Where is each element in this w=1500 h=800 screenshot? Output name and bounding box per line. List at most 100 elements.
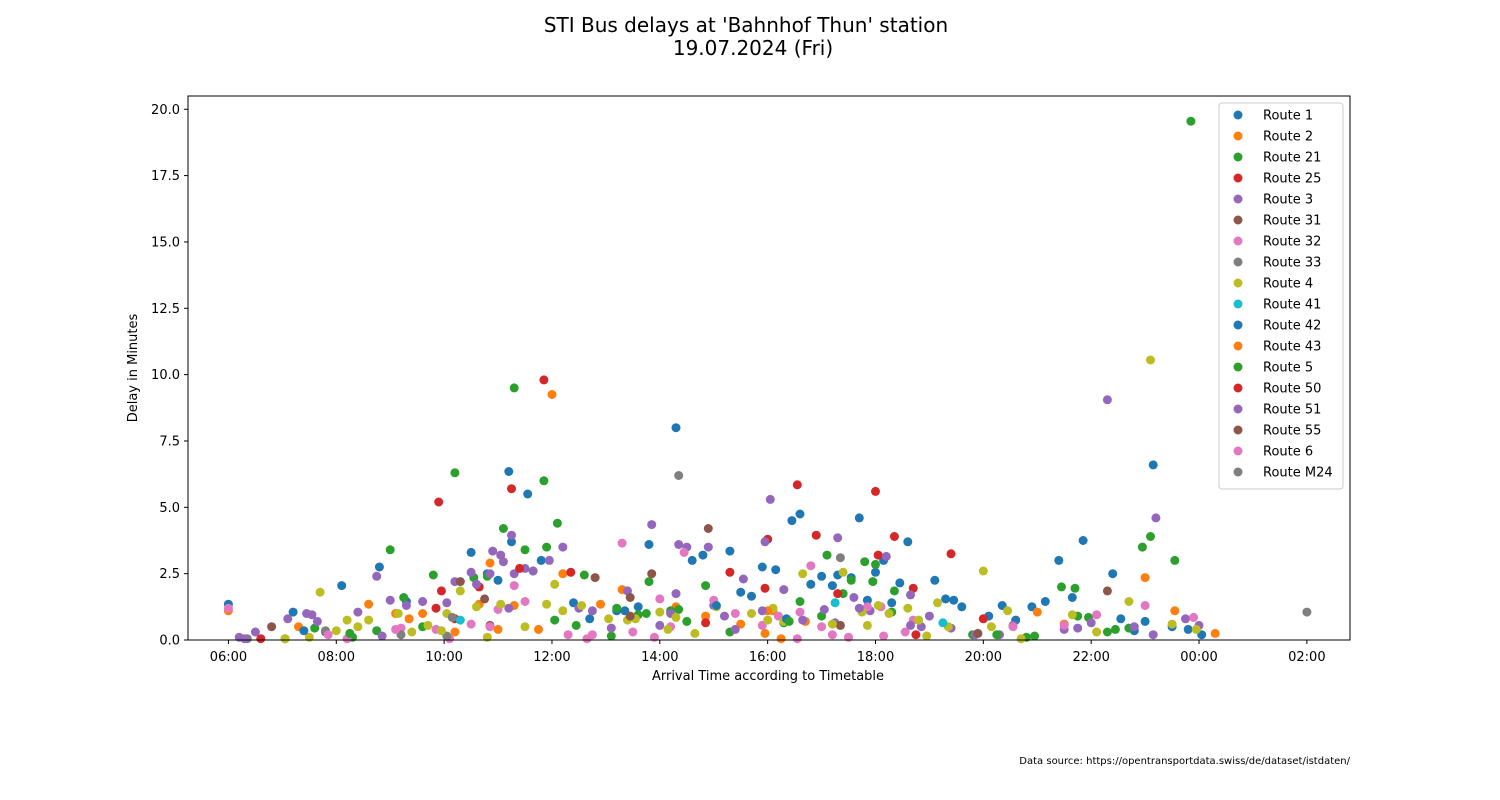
legend-item: Route 43 bbox=[1233, 340, 1321, 355]
data-point bbox=[1067, 610, 1077, 620]
data-point bbox=[795, 509, 805, 519]
data-point bbox=[612, 603, 622, 613]
data-point bbox=[674, 471, 684, 480]
data-point bbox=[698, 550, 708, 560]
data-point bbox=[811, 530, 821, 540]
data-point bbox=[1070, 583, 1080, 593]
data-point bbox=[671, 589, 681, 599]
x-axis-label: Arrival Time according to Timetable bbox=[652, 669, 884, 684]
data-point bbox=[312, 616, 322, 626]
data-point bbox=[644, 577, 654, 587]
data-point bbox=[725, 567, 735, 577]
data-point bbox=[687, 555, 697, 565]
legend-item: Route 5 bbox=[1233, 361, 1313, 376]
x-axis: 06:00 08:00 10:00 12:00 14:00 16:00 18:00 20:00… bbox=[210, 640, 1326, 665]
data-point bbox=[466, 619, 476, 629]
data-point bbox=[542, 542, 552, 552]
data-point bbox=[730, 609, 740, 618]
data-point bbox=[1116, 614, 1126, 624]
data-point bbox=[1092, 627, 1102, 637]
data-point bbox=[345, 628, 355, 638]
x-tick-label: 08:00 bbox=[318, 650, 355, 665]
legend-marker bbox=[1233, 362, 1243, 372]
y-tick-label: 12.5 bbox=[151, 302, 180, 317]
data-point bbox=[436, 626, 446, 636]
data-point bbox=[507, 530, 516, 540]
data-point bbox=[558, 606, 568, 616]
data-point bbox=[493, 624, 503, 634]
legend-label: Route 2 bbox=[1263, 130, 1313, 145]
data-point bbox=[1181, 614, 1190, 624]
data-point bbox=[385, 545, 395, 555]
data-point bbox=[407, 627, 417, 637]
data-point bbox=[701, 581, 711, 591]
y-tick-label: 10.0 bbox=[151, 368, 180, 383]
data-point bbox=[498, 524, 508, 533]
data-point bbox=[738, 574, 748, 584]
data-point bbox=[827, 630, 837, 640]
legend-item: Route 1 bbox=[1233, 109, 1313, 124]
data-point bbox=[493, 575, 503, 585]
data-point bbox=[1151, 513, 1161, 523]
data-point bbox=[1067, 593, 1077, 602]
data-point bbox=[833, 589, 843, 599]
data-point bbox=[655, 620, 665, 630]
data-point bbox=[798, 615, 808, 625]
data-point bbox=[986, 622, 996, 632]
data-point bbox=[536, 555, 546, 565]
y-tick-label: 0.0 bbox=[159, 634, 180, 649]
x-tick-label: 22:00 bbox=[1072, 650, 1109, 665]
y-tick-label: 7.5 bbox=[159, 434, 180, 449]
data-point bbox=[906, 590, 915, 600]
data-point bbox=[760, 583, 770, 593]
data-point bbox=[1210, 628, 1220, 638]
y-tick-label: 17.5 bbox=[151, 169, 180, 184]
data-point bbox=[1183, 624, 1193, 634]
data-point bbox=[679, 547, 689, 557]
data-point bbox=[466, 547, 476, 557]
data-point bbox=[641, 609, 651, 618]
data-point bbox=[539, 476, 549, 486]
data-point bbox=[835, 553, 845, 563]
data-point bbox=[1140, 573, 1150, 583]
data-point bbox=[879, 631, 889, 641]
data-point bbox=[223, 603, 233, 613]
data-point bbox=[604, 614, 614, 624]
data-point bbox=[520, 597, 530, 606]
data-point bbox=[792, 480, 802, 490]
data-point bbox=[647, 569, 657, 579]
legend: Route 1 Route 2 Route 21 Route 25 Route 3 Rou… bbox=[1218, 102, 1344, 490]
data-point bbox=[703, 542, 713, 552]
data-point bbox=[806, 579, 816, 589]
data-point bbox=[1086, 618, 1096, 628]
data-point bbox=[1059, 620, 1069, 630]
data-point bbox=[798, 569, 808, 579]
x-tick-label: 10:00 bbox=[425, 650, 462, 665]
data-point bbox=[763, 615, 773, 625]
data-point bbox=[827, 581, 837, 591]
data-point bbox=[924, 611, 934, 621]
data-point bbox=[889, 586, 899, 596]
data-point bbox=[544, 555, 554, 565]
data-point bbox=[509, 581, 519, 591]
data-point bbox=[582, 634, 592, 644]
data-point bbox=[941, 594, 951, 604]
data-point bbox=[701, 618, 711, 628]
legend-marker bbox=[1233, 194, 1243, 204]
data-point bbox=[862, 620, 872, 630]
legend-item: Route 33 bbox=[1233, 256, 1321, 271]
data-point bbox=[806, 561, 816, 571]
data-point bbox=[1302, 607, 1312, 617]
data-point bbox=[393, 609, 403, 618]
data-point bbox=[900, 627, 910, 637]
chart-subtitle: 19.07.2024 (Fri) bbox=[673, 36, 833, 60]
data-point bbox=[830, 598, 840, 608]
data-point bbox=[1140, 616, 1150, 626]
legend-item: Route 41 bbox=[1233, 298, 1321, 313]
legend-item: Route 31 bbox=[1233, 214, 1321, 229]
data-point bbox=[854, 603, 864, 613]
y-axis-label: Delay in Minutes bbox=[126, 313, 141, 422]
data-point bbox=[835, 620, 845, 630]
data-point bbox=[1054, 555, 1064, 565]
legend-item: Route 21 bbox=[1233, 151, 1321, 166]
